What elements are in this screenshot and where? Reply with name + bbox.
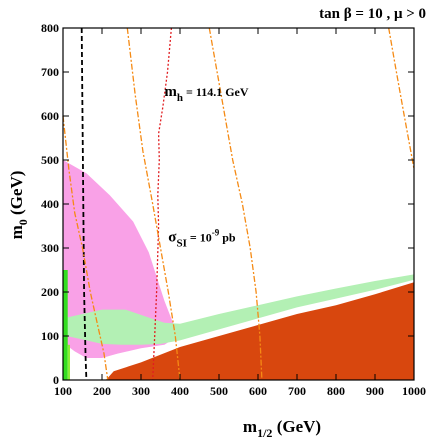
x-tick-label: 200 <box>93 384 111 398</box>
y-axis-label: m0 (GeV) <box>7 171 30 240</box>
x-tick-label: 1000 <box>402 384 426 398</box>
line-higgs-mass <box>152 27 173 381</box>
region-relic-density <box>63 274 414 345</box>
x-tick-label: 700 <box>288 384 306 398</box>
y-tick-label: 500 <box>41 153 59 167</box>
x-tick-label: 500 <box>210 384 228 398</box>
line-sigma-3 <box>208 27 263 381</box>
y-tick-label: 200 <box>41 285 59 299</box>
x-tick-label: 300 <box>132 384 150 398</box>
region-bsg-excluded <box>63 270 68 380</box>
y-tick-label: 400 <box>41 197 59 211</box>
y-tick-label: 100 <box>41 329 59 343</box>
y-tick-label: 800 <box>41 21 59 35</box>
x-tick-label: 900 <box>366 384 384 398</box>
line-chargino-mass-limit <box>80 27 88 381</box>
line-sigma-2 <box>126 27 181 381</box>
higgs-mass-annotation: mh = 114.1 GeV <box>164 84 248 104</box>
y-tick-label: 300 <box>41 241 59 255</box>
contour-lines <box>62 27 415 381</box>
line-sigma-1 <box>62 115 109 381</box>
x-tick-label: 100 <box>54 384 72 398</box>
y-tick-label: 600 <box>41 109 59 123</box>
x-tick-label: 600 <box>249 384 267 398</box>
x-tick-label: 400 <box>171 384 189 398</box>
cross-section-annotation: σSI = 10-9 pb <box>168 227 236 249</box>
y-tick-label: 700 <box>41 65 59 79</box>
x-tick-label: 800 <box>327 384 345 398</box>
region-lep-chargino <box>67 344 70 380</box>
chart-title: tan β = 10 , μ > 0 <box>319 6 426 22</box>
x-axis-label: m1/2 (GeV) <box>243 417 321 440</box>
line-sigma-4 <box>388 27 415 169</box>
region-g-2-favored <box>63 160 179 358</box>
region-stau-lsp <box>105 282 415 380</box>
y-tick-label: 0 <box>53 373 59 387</box>
shaded-regions <box>63 160 415 380</box>
axis-ticks: 100 200 300 400 500 600 700 800 900 1000010020030… <box>41 21 426 398</box>
